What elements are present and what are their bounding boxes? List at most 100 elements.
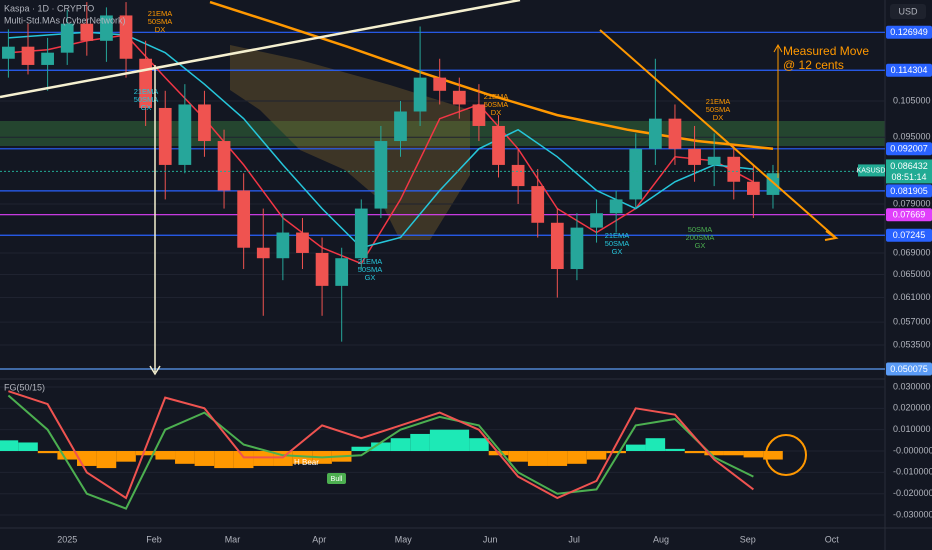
price-label: 0.086432 (890, 161, 928, 171)
candle-body (746, 181, 760, 195)
x-tick-label: Jul (568, 534, 580, 544)
y-tick-label: -0.030000 (893, 509, 932, 519)
currency-button[interactable] (890, 4, 926, 19)
candle-body (335, 258, 349, 286)
candle-body (609, 199, 623, 214)
level-badge (886, 25, 932, 39)
histogram-bar (155, 451, 176, 460)
annotation: 21EMA (706, 97, 731, 106)
candle-body (570, 227, 584, 270)
y-tick-label: 0.010000 (893, 424, 931, 434)
annotation: 50SMA (484, 100, 509, 109)
histogram-bar (175, 451, 195, 464)
histogram-bar (567, 451, 587, 464)
candle-body (433, 77, 447, 91)
candle-body (100, 15, 113, 41)
x-tick-label: Sep (740, 534, 756, 544)
y-tick-label: -0.020000 (893, 488, 932, 498)
y-tick-label: 0.095000 (893, 132, 931, 142)
candle-body (354, 208, 368, 259)
histogram-bar (743, 451, 764, 458)
x-tick-label: Jun (483, 534, 498, 544)
y-tick-label: 0.105000 (893, 95, 931, 105)
level-label: 0.081905 (890, 186, 928, 196)
candle-body (492, 125, 505, 165)
level-badge (886, 142, 932, 156)
histogram-bar (292, 451, 313, 464)
annotation: 200SMA (686, 233, 715, 242)
candle-body (198, 104, 211, 142)
indicator-name: Multi-Std.MAs (CyberNetwork) (4, 15, 126, 25)
annotation: 50SMA (358, 265, 383, 274)
signal-label: Bull (331, 476, 343, 483)
annotation: GX (612, 247, 623, 256)
y-tick-label: 0.030000 (893, 381, 931, 391)
signal-label: H Bear (294, 458, 319, 467)
level-badge (886, 362, 932, 376)
histogram-bar (253, 451, 274, 466)
candle-body (315, 252, 329, 286)
candle-body (394, 111, 407, 142)
price-badge (858, 164, 885, 177)
level-label: 0.07669 (893, 210, 926, 220)
annotation: GX (365, 273, 376, 282)
y-tick-label: 0.053500 (893, 339, 931, 349)
candle-body (119, 15, 133, 59)
candle-body (531, 186, 545, 223)
y-tick-label: -0.000000 (893, 445, 932, 455)
histogram-bar (625, 444, 646, 452)
histogram-bar (527, 451, 548, 466)
histogram-bar (586, 451, 607, 460)
annotation: 50SMA (605, 239, 630, 248)
candle-body (668, 118, 682, 149)
histogram-bar (469, 438, 489, 452)
candle-body (452, 90, 466, 105)
histogram-bar (233, 451, 254, 469)
annotation: 50SMA (148, 17, 173, 26)
histogram-bar (57, 451, 78, 460)
candle-body (707, 156, 721, 165)
annotation: GX (695, 241, 706, 250)
annotation: 21EMA (148, 9, 173, 18)
indicator-line (7, 394, 754, 510)
trend-line (0, 0, 521, 99)
histogram-bar (0, 440, 19, 452)
candle-body (217, 141, 231, 191)
histogram-bar (763, 451, 783, 460)
indicator-line (8, 31, 754, 249)
annotation: 21EMA (484, 92, 509, 101)
level-badge (886, 63, 932, 77)
histogram-bar (429, 429, 450, 452)
measured-move: @ 12 cents (783, 58, 844, 72)
level-label: 0.092007 (890, 144, 928, 154)
y-tick-label: 0.079000 (893, 198, 931, 208)
y-tick-label: 0.057000 (893, 316, 931, 326)
currency[interactable]: USD (898, 6, 918, 16)
y-tick-label: -0.010000 (893, 467, 932, 477)
annotation: 21EMA (605, 231, 630, 240)
level-label: 0.126949 (890, 27, 928, 37)
y-tick-label: 0.069000 (893, 247, 931, 257)
candle-body (511, 164, 525, 187)
y-tick-label: 0.020000 (893, 403, 931, 413)
symbol: KASUSD (857, 167, 886, 174)
level-badge (886, 184, 932, 198)
histogram-bar (547, 451, 568, 466)
histogram-bar (18, 442, 38, 452)
annotation: 21EMA (134, 87, 159, 96)
candle-body (727, 156, 741, 182)
annotation: 50SMA (706, 105, 731, 114)
annotation: 21EMA (358, 257, 383, 266)
candle-body (629, 148, 643, 200)
y-tick-label: 0.065000 (893, 269, 931, 279)
measured-move: Measured Move (783, 44, 869, 58)
signal-badge (327, 473, 346, 484)
level-badge (886, 228, 932, 242)
candle-body (374, 141, 388, 209)
histogram-bar (371, 442, 391, 452)
indicator-line (8, 34, 754, 265)
candle-body (550, 222, 564, 270)
arrow-head (824, 230, 839, 241)
candle-body (2, 46, 15, 59)
